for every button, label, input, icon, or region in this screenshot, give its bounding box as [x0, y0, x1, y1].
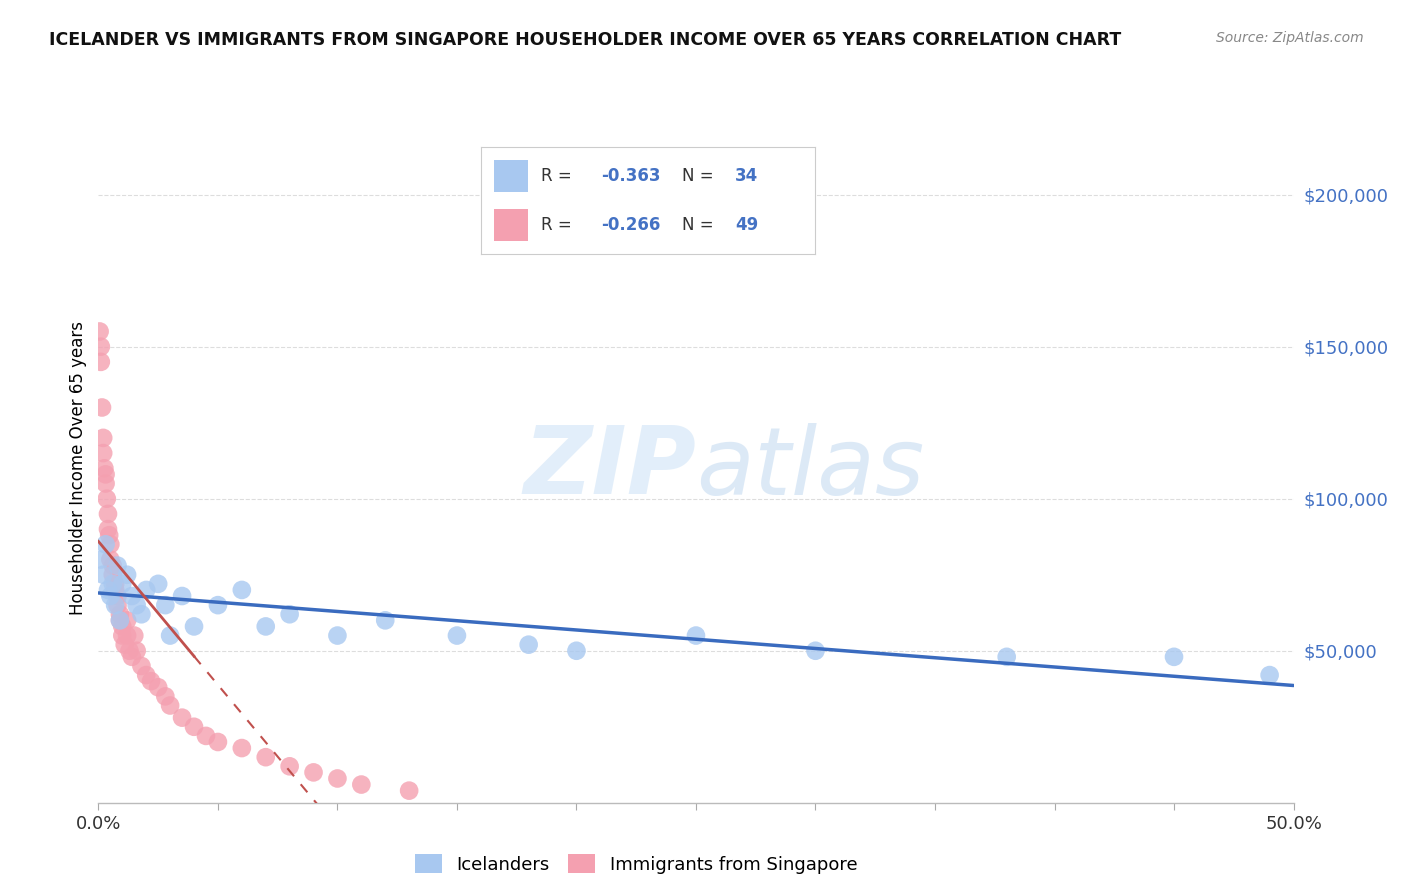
Point	[326, 628, 349, 642]
Point	[517, 638, 540, 652]
Point	[121, 649, 143, 664]
Point	[98, 537, 122, 551]
Point	[91, 431, 114, 445]
Point	[135, 668, 157, 682]
Point	[97, 507, 120, 521]
Point	[124, 628, 146, 642]
Point	[121, 589, 143, 603]
Point	[111, 619, 134, 633]
Text: ZIP: ZIP	[523, 422, 696, 515]
Point	[118, 644, 141, 658]
Point	[135, 582, 157, 597]
Point	[107, 558, 129, 573]
Point	[115, 628, 138, 642]
Point	[98, 589, 122, 603]
Text: ICELANDER VS IMMIGRANTS FROM SINGAPORE HOUSEHOLDER INCOME OVER 65 YEARS CORRELAT: ICELANDER VS IMMIGRANTS FROM SINGAPORE H…	[49, 31, 1122, 49]
Point	[101, 558, 124, 573]
Point	[91, 401, 114, 415]
Point	[254, 619, 277, 633]
Text: atlas: atlas	[696, 423, 924, 514]
Point	[446, 628, 468, 642]
Point	[159, 628, 181, 642]
Text: Source: ZipAtlas.com: Source: ZipAtlas.com	[1216, 31, 1364, 45]
Point	[101, 567, 124, 582]
Point	[159, 698, 181, 713]
Point	[183, 720, 205, 734]
Point	[1258, 668, 1281, 682]
Point	[254, 750, 277, 764]
Point	[97, 582, 120, 597]
Point	[804, 644, 827, 658]
Point	[148, 680, 170, 694]
Point	[89, 325, 111, 339]
Point	[350, 778, 373, 792]
Point	[96, 491, 118, 506]
Point	[231, 741, 253, 756]
Point	[131, 659, 153, 673]
Legend: Icelanders, Immigrants from Singapore: Icelanders, Immigrants from Singapore	[408, 847, 865, 880]
Point	[114, 638, 136, 652]
Point	[302, 765, 325, 780]
Point	[278, 759, 301, 773]
Point	[94, 537, 117, 551]
Point	[398, 783, 420, 797]
Point	[94, 476, 117, 491]
Point	[91, 446, 114, 460]
Point	[374, 613, 396, 627]
Point	[101, 577, 124, 591]
Point	[90, 340, 112, 354]
Point	[94, 467, 117, 482]
Point	[207, 598, 229, 612]
Point	[104, 598, 127, 612]
Point	[125, 598, 148, 612]
Point	[183, 619, 205, 633]
Point	[139, 674, 162, 689]
Point	[115, 567, 138, 582]
Point	[207, 735, 229, 749]
Point	[104, 582, 127, 597]
Point	[194, 729, 218, 743]
Point	[155, 690, 177, 704]
Point	[685, 628, 707, 642]
Y-axis label: Householder Income Over 65 years: Householder Income Over 65 years	[69, 321, 87, 615]
Point	[108, 607, 131, 622]
Point	[108, 613, 131, 627]
Point	[125, 644, 148, 658]
Point	[148, 577, 170, 591]
Point	[108, 613, 131, 627]
Point	[231, 582, 253, 597]
Point	[93, 461, 115, 475]
Point	[1163, 649, 1185, 664]
Point	[111, 577, 134, 591]
Point	[131, 607, 153, 622]
Point	[97, 522, 120, 536]
Point	[98, 552, 122, 566]
Point	[90, 552, 112, 566]
Point	[91, 567, 114, 582]
Point	[995, 649, 1018, 664]
Point	[565, 644, 588, 658]
Point	[107, 589, 129, 603]
Point	[172, 589, 194, 603]
Point	[326, 772, 349, 786]
Point	[111, 628, 134, 642]
Point	[278, 607, 301, 622]
Point	[155, 598, 177, 612]
Point	[172, 711, 194, 725]
Point	[104, 577, 127, 591]
Point	[90, 355, 112, 369]
Point	[115, 613, 138, 627]
Point	[98, 528, 121, 542]
Point	[107, 598, 129, 612]
